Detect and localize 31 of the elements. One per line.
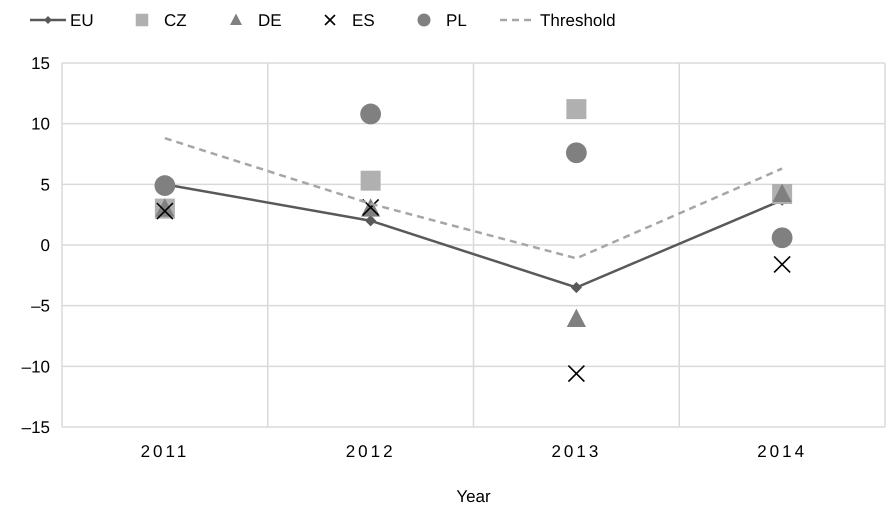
y-tick-label: 10 — [31, 114, 50, 134]
point — [773, 256, 791, 274]
point — [154, 175, 176, 196]
point — [360, 170, 381, 191]
point — [772, 227, 793, 248]
legend-label: ES — [352, 10, 375, 30]
x-axis-title: Year — [456, 487, 492, 506]
y-tick-label: 15 — [31, 54, 50, 73]
legend-label: CZ — [164, 10, 187, 30]
x-tick-label: 2011 — [140, 442, 190, 461]
point — [365, 215, 376, 226]
legend-label: Threshold — [540, 10, 616, 30]
y-tick-label: –10 — [22, 357, 50, 376]
legend-label: PL — [446, 10, 467, 30]
y-tick-label: 5 — [40, 175, 50, 194]
point — [566, 308, 586, 328]
point — [568, 364, 586, 382]
legend-label: EU — [70, 10, 94, 30]
y-tick-label: –15 — [22, 418, 50, 437]
point — [360, 104, 382, 124]
point — [566, 142, 587, 164]
x-tick-label: 2014 — [757, 442, 808, 461]
line-series — [164, 136, 784, 260]
point — [566, 99, 586, 120]
y-tick-label: 0 — [40, 236, 50, 255]
point — [156, 202, 174, 220]
point — [570, 282, 582, 294]
legend-label: DE — [258, 10, 282, 30]
y-tick-label: –5 — [31, 296, 50, 316]
x-tick-label: 2012 — [346, 442, 396, 461]
x-tick-label: 2013 — [551, 442, 602, 461]
